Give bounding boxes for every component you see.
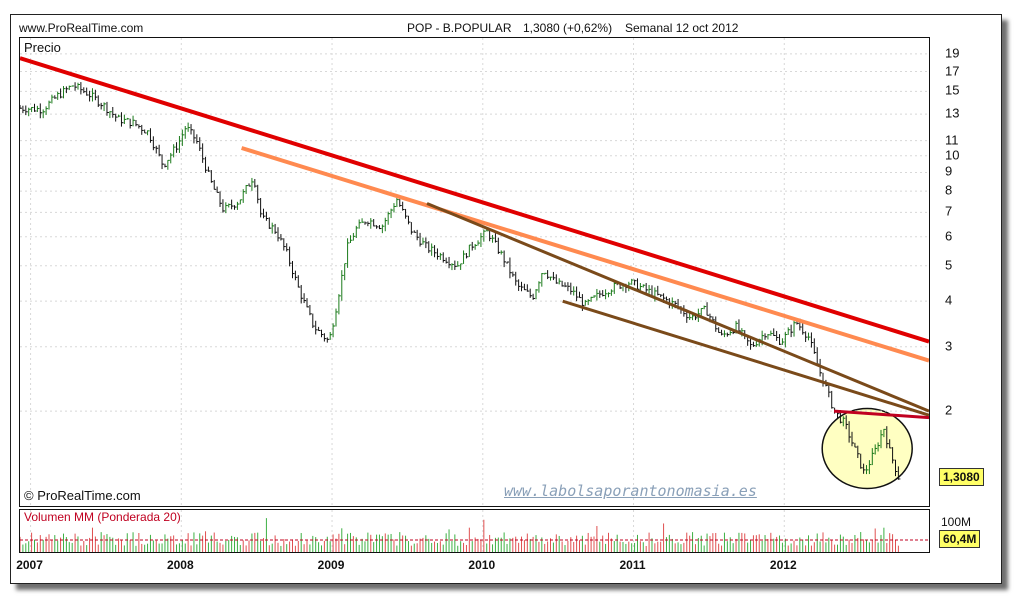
y-tick-label: 3 bbox=[945, 338, 953, 354]
x-tick-label: 2007 bbox=[16, 558, 43, 572]
price-chart[interactable] bbox=[20, 38, 929, 506]
channel-upper-line bbox=[426, 202, 929, 413]
watermark-link[interactable]: www.labolsaporantonomasia.es bbox=[504, 482, 757, 500]
x-tick-label: 2012 bbox=[769, 558, 797, 572]
y-tick-label: 15 bbox=[945, 82, 960, 98]
copyright-label: © ProRealTime.com bbox=[24, 488, 141, 503]
resistance-line-red bbox=[20, 56, 929, 344]
y-tick-label: 11 bbox=[945, 132, 959, 148]
x-tick-label: 2008 bbox=[166, 558, 194, 572]
y-tick-label: 19 bbox=[945, 45, 960, 61]
volume-panel[interactable]: Volumen MM (Ponderada 20) bbox=[19, 509, 930, 553]
x-tick-label: 2011 bbox=[619, 558, 646, 572]
volume-scale-label: 100M bbox=[941, 515, 972, 529]
chart-frame: www.ProRealTime.com POP - B.POPULAR 1,30… bbox=[10, 14, 1002, 584]
y-tick-label: 6 bbox=[945, 228, 953, 244]
y-tick-label: 4 bbox=[945, 292, 953, 308]
last-price-badge: 1,3080 bbox=[939, 468, 984, 486]
y-tick-label: 8 bbox=[945, 182, 953, 198]
ticker-label: POP - B.POPULAR bbox=[407, 21, 512, 35]
neckline bbox=[833, 409, 929, 420]
y-tick-label: 2 bbox=[945, 402, 953, 418]
x-axis: 2007 2008 2009 2010 2011 2012 bbox=[16, 555, 928, 575]
x-tick-label: 2009 bbox=[317, 558, 345, 572]
y-tick-label: 7 bbox=[945, 203, 953, 219]
y-tick-label: 10 bbox=[945, 147, 960, 163]
quote-label: 1,3080 (+0,62%) bbox=[523, 21, 613, 35]
volume-last-badge: 60,4M bbox=[939, 530, 981, 548]
volume-chart[interactable] bbox=[20, 510, 929, 552]
resistance-line-orange bbox=[241, 146, 929, 363]
pattern-highlight-circle bbox=[821, 407, 913, 490]
price-axis-label: Precio bbox=[24, 40, 61, 55]
site-title[interactable]: www.ProRealTime.com bbox=[19, 21, 144, 35]
channel-lower-line bbox=[562, 299, 929, 417]
price-panel[interactable]: Precio © ProRealTime.com www.labolsapora… bbox=[19, 37, 930, 507]
volume-title: Volumen MM (Ponderada 20) bbox=[24, 510, 181, 524]
y-tick-label: 13 bbox=[945, 105, 960, 121]
x-tick-label: 2010 bbox=[468, 558, 496, 572]
y-tick-label: 5 bbox=[945, 257, 953, 273]
y-tick-label: 9 bbox=[945, 163, 953, 179]
period-label: Semanal 12 oct 2012 bbox=[625, 21, 739, 35]
y-tick-label: 17 bbox=[945, 63, 960, 79]
